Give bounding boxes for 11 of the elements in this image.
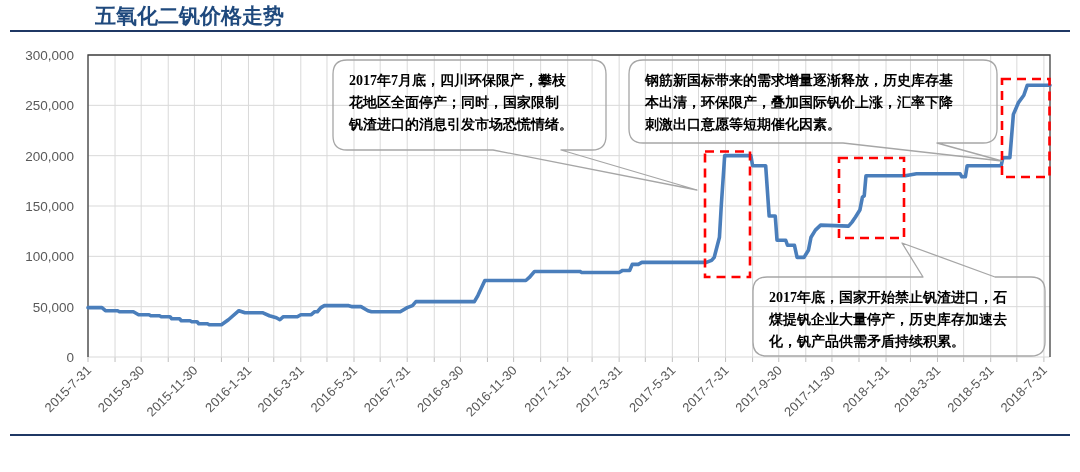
y-tick-label: 250,000 <box>25 98 74 114</box>
y-tick-label: 150,000 <box>25 199 74 214</box>
y-tick-label: 100,000 <box>25 249 74 265</box>
annotation: 2017年底，国家开始禁止钒渣进口，石煤提钒企业大量停产，历史库存加速去化，钒产品供需矛盾持续积累。 <box>768 289 1007 349</box>
y-tick-label: 200,000 <box>25 148 74 164</box>
chart-title: 五氧化二钒价格走势 <box>94 4 284 28</box>
annotation: 钢筋新国标带来的需求增量逐渐释放，历史库存基本出清，环保限产，叠加国际钒价上涨，汇率下降刺激出口意愿等短期催化因素。 <box>644 72 954 132</box>
annotation: 2017年7月底，四川环保限产，攀枝花地区全面停产；同时，国家限制钒渣进口的消息引发市场恐慌情绪。 <box>348 72 573 132</box>
y-tick-label: 0 <box>66 350 74 365</box>
y-tick-label: 50,000 <box>32 299 74 315</box>
y-tick-label: 300,000 <box>25 48 74 63</box>
